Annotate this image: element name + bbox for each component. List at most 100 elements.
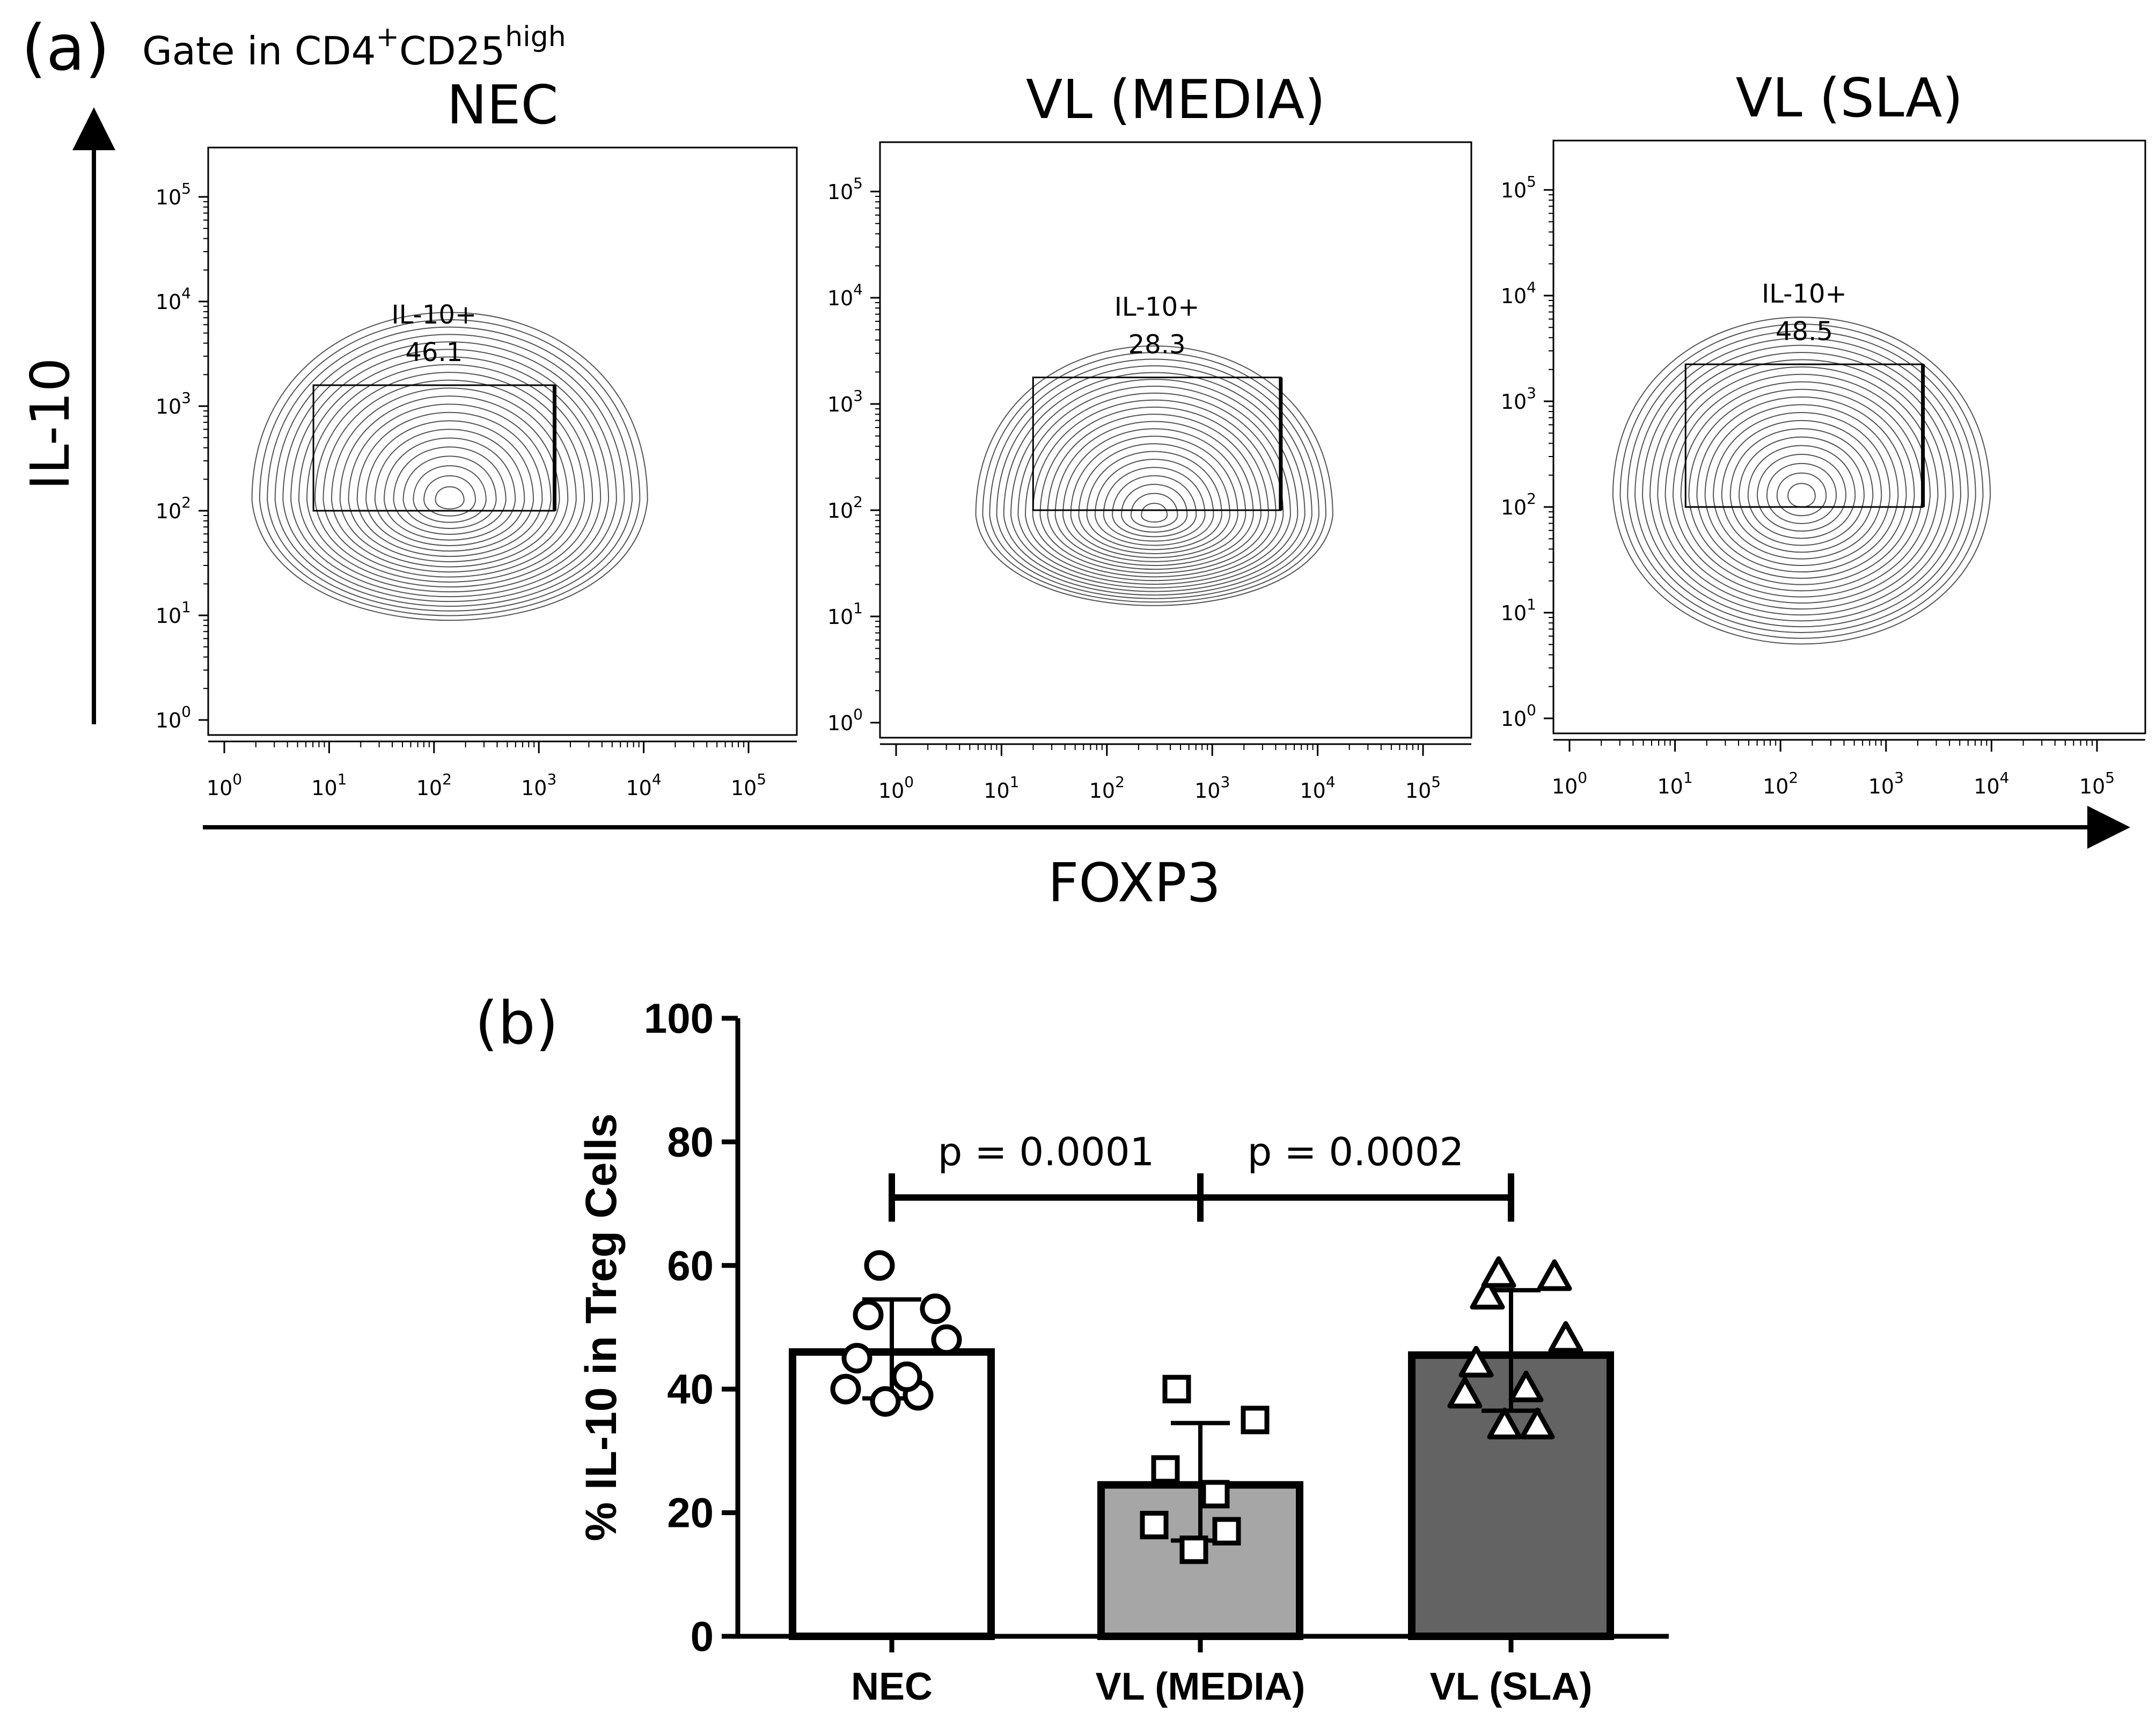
- contour-line: [374, 429, 525, 547]
- y-tick-label: 0: [691, 1613, 714, 1660]
- contour-line: [1696, 396, 1907, 579]
- x-tick-label: 103: [521, 770, 556, 800]
- x-tick-label: 101: [311, 770, 347, 800]
- y-tick-label: 102: [156, 494, 191, 523]
- y-tick-label: 100: [156, 703, 191, 732]
- contour-line: [274, 334, 625, 607]
- x-tick-label: 100: [207, 770, 242, 800]
- x-category-label: VL (SLA): [1430, 1665, 1593, 1708]
- contour-line: [1047, 414, 1262, 570]
- data-point: [1487, 1407, 1522, 1439]
- data-point: [853, 1299, 884, 1331]
- x-tick-label: 105: [731, 770, 766, 800]
- data-point: [870, 1386, 901, 1417]
- y-tick-label: 102: [827, 493, 863, 523]
- contour-line: [1729, 428, 1874, 553]
- contour-line: [356, 411, 543, 557]
- plot-title: NEC: [447, 73, 559, 136]
- gate-percentage: 46.1: [405, 337, 463, 367]
- y-tick-label: 104: [1501, 278, 1536, 308]
- x-category-label: VL (MEDIA): [1096, 1665, 1306, 1708]
- y-tick-label: 101: [1501, 596, 1536, 625]
- data-point: [1140, 1511, 1169, 1540]
- panel-a-label: (a): [21, 11, 109, 85]
- contour-line: [259, 319, 641, 616]
- contour-line: [982, 352, 1326, 603]
- data-point: [864, 1250, 895, 1281]
- y-tick-label: 101: [827, 599, 863, 629]
- data-point: [1162, 1374, 1191, 1403]
- x-tick-label: 103: [1868, 769, 1904, 798]
- contour-line: [1738, 436, 1865, 546]
- contour-line: [1103, 467, 1206, 542]
- y-tick-label: 100: [1501, 701, 1536, 731]
- y-tick-label: 80: [667, 1118, 714, 1165]
- facs-plot-3: VL (SLA) 100 101 102 103 104 105 100 101 102 103 10…: [1501, 67, 2146, 798]
- contour-line: [1673, 374, 1931, 598]
- data-point: [1179, 1535, 1208, 1564]
- contour-line: [1141, 503, 1168, 523]
- x-tick-label: 101: [984, 773, 1019, 803]
- contour-line: [1627, 330, 1976, 634]
- gate-label: IL-10+: [1114, 292, 1200, 322]
- x-tick-label: 105: [1405, 773, 1441, 803]
- data-point: [1212, 1517, 1241, 1546]
- contour-line: [1062, 428, 1246, 562]
- contour-line: [322, 379, 577, 578]
- y-tick-label: 104: [827, 281, 863, 310]
- data-point: [1151, 1455, 1180, 1484]
- contour-line: [1070, 436, 1238, 558]
- contour-line: [298, 356, 602, 593]
- contour-line: [435, 486, 465, 510]
- data-point: [1470, 1277, 1505, 1310]
- data-point: [1481, 1256, 1516, 1288]
- contour-line: [1642, 344, 1962, 622]
- facs-plots: NEC 100 101 102 103 104 105 100 101 102 103 104 105 I…: [156, 67, 2146, 803]
- contour-line: [1112, 475, 1197, 538]
- y-tick-label: 103: [156, 389, 191, 418]
- p-value-label: p = 0.0002: [1248, 1129, 1464, 1174]
- gate-label: IL-10+: [391, 300, 476, 330]
- contour-line: [1003, 372, 1306, 592]
- plot-title: VL (MEDIA): [1026, 68, 1325, 131]
- x-tick-label: 101: [1658, 769, 1693, 798]
- contour-line: [393, 446, 507, 535]
- gate-description: Gate in CD4+CD25high: [142, 21, 566, 73]
- contour-line: [251, 312, 648, 621]
- data-point: [830, 1373, 861, 1405]
- contour-line: [331, 387, 569, 573]
- y-tick-label: 100: [827, 705, 863, 735]
- panel-b-label: (b): [475, 989, 559, 1057]
- contour-line: [290, 349, 610, 598]
- y-tick-label: 100: [644, 995, 714, 1042]
- bar-chart: 0 20 40 60 80 100 % IL-10 in Treg Cells NEC VL (…: [577, 995, 1669, 1708]
- contour-line: [314, 372, 585, 583]
- x-tick-label: 100: [1552, 769, 1587, 798]
- contour-line: [339, 395, 560, 568]
- y-tick-label: 105: [1501, 173, 1536, 202]
- contour-line: [365, 420, 534, 552]
- contour-line: [348, 403, 552, 562]
- x-tick-label: 102: [1089, 773, 1125, 803]
- contour-line: [1619, 324, 1984, 639]
- y-tick-label: 101: [156, 598, 191, 628]
- contour-line: [413, 465, 487, 523]
- data-point: [841, 1343, 872, 1374]
- data-point: [1447, 1377, 1483, 1409]
- y-tick-label: 104: [156, 284, 191, 314]
- gate-percentage: 28.3: [1128, 330, 1186, 360]
- gate-percentage: 48.5: [1776, 317, 1833, 347]
- contour-line: [282, 341, 617, 602]
- contour-line: [1713, 412, 1891, 566]
- il10-axis-label: IL-10: [19, 358, 82, 490]
- x-tick-label: 102: [1763, 769, 1798, 798]
- plot-title: VL (SLA): [1736, 67, 1963, 129]
- y-axis-title: % IL-10 in Treg Cells: [577, 1113, 626, 1541]
- y-tick-label: 103: [1501, 384, 1536, 414]
- data-point: [1548, 1321, 1583, 1353]
- facs-plot-1: NEC 100 101 102 103 104 105 100 101 102 103 104 105 I…: [156, 73, 798, 800]
- contour-line: [423, 475, 476, 517]
- data-point: [931, 1324, 962, 1355]
- plot-frame: [207, 146, 798, 736]
